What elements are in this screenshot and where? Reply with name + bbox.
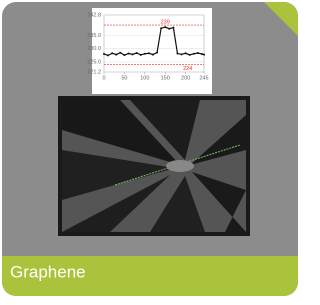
- tile[interactable]: Graphene 242.8 235.0 230.0 225.0 221.20 50 100…: [0, 0, 300, 300]
- y-tick-label: 221.2: [87, 69, 101, 75]
- ref-label: 239: [161, 19, 170, 25]
- data-point: [201, 53, 203, 55]
- data-point: [132, 53, 134, 55]
- data-point: [168, 28, 170, 30]
- data-point: [136, 52, 138, 54]
- x-tick-label: 245: [199, 75, 208, 81]
- data-point: [144, 53, 146, 55]
- x-tick-label: 150: [161, 75, 170, 81]
- data-point: [152, 54, 154, 56]
- y-tick-label: 242.8: [87, 12, 101, 18]
- x-tick-label: 0: [102, 75, 105, 81]
- x-tick-label: 100: [140, 75, 149, 81]
- data-point: [148, 52, 150, 54]
- data-point: [185, 52, 187, 54]
- data-point: [123, 54, 125, 56]
- data-point: [111, 52, 113, 54]
- data-point: [164, 26, 166, 28]
- data-point: [189, 54, 191, 56]
- data-point: [103, 53, 105, 55]
- data-point: [181, 53, 183, 55]
- data-point: [127, 53, 129, 55]
- y-tick-label: 235.0: [87, 33, 101, 39]
- data-point: [172, 27, 174, 29]
- data-point: [107, 54, 109, 56]
- data-point: [140, 54, 142, 56]
- tile-label: Graphene: [10, 262, 86, 281]
- data-point: [176, 53, 178, 55]
- data-point: [115, 54, 117, 56]
- ref-label: 224: [183, 66, 192, 72]
- micrograph: [58, 96, 250, 236]
- data-point: [156, 51, 158, 53]
- x-tick-label: 50: [121, 75, 127, 81]
- data-point: [193, 53, 195, 55]
- data-point: [203, 54, 205, 56]
- y-tick-label: 230.0: [87, 46, 101, 52]
- data-point: [119, 52, 121, 54]
- data-point: [197, 52, 199, 54]
- chart-panel: [92, 8, 212, 94]
- y-tick-label: 225.0: [87, 59, 101, 65]
- data-point: [160, 27, 162, 29]
- x-tick-label: 200: [181, 75, 190, 81]
